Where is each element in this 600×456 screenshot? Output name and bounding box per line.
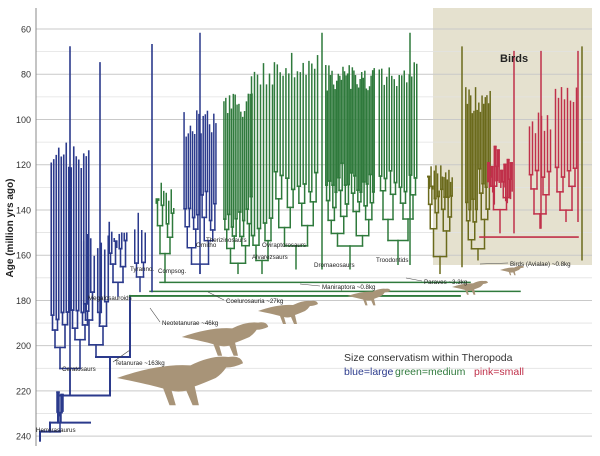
age-tick-label: 140	[16, 205, 31, 215]
coelurosauria-silhouette	[258, 300, 318, 324]
callout-leader	[112, 349, 131, 363]
clade-label: Megalosauroids	[88, 295, 132, 302]
legend-item: green=medium	[395, 366, 466, 378]
clade-label: Ceratosaurs	[62, 366, 96, 373]
neotetanurae-silhouette	[181, 322, 269, 356]
silhouettes	[117, 265, 524, 406]
age-tick-label: 200	[16, 341, 31, 351]
callout-label: Coelurosauria ~27kg	[226, 298, 284, 305]
callout-leader	[479, 262, 509, 265]
callout-label: Birds (Avialae) ~0.8kg	[510, 261, 571, 268]
clade-label: Alvarezsaurs	[252, 254, 288, 261]
clade-label: Compsog.	[158, 268, 186, 275]
age-tick-label: 240	[16, 432, 31, 442]
age-tick-label: 80	[21, 70, 31, 80]
clade-label: Herrerasaurus	[36, 427, 76, 434]
branches	[39, 32, 583, 442]
age-tick-label: 160	[16, 251, 31, 261]
clade-label: Troodontids	[376, 257, 408, 264]
clade-label: Tyranno.	[130, 266, 154, 273]
callouts: Tetanurae ~163kg Neotetanurae ~46kg Coelur…	[112, 261, 571, 367]
age-tick-label: 180	[16, 296, 31, 306]
legend-item: blue=large	[344, 366, 393, 378]
legend-item: pink=small	[474, 366, 524, 378]
legend-title: Size conservatism within Theropoda	[344, 352, 513, 364]
age-tick-label: 100	[16, 115, 31, 125]
clade-label: Oviraptorosaurs	[262, 242, 306, 249]
clade-labels: Herrerasaurus Ceratosaurs Megalosauroids Ty…	[36, 237, 408, 434]
age-tick-label: 60	[21, 25, 31, 35]
maniraptora-silhouette	[347, 288, 391, 306]
paraves-silhouette	[452, 280, 488, 295]
age-tick-label: 120	[16, 160, 31, 170]
age-tick-label: 220	[16, 386, 31, 396]
tetanurae-silhouette	[117, 356, 243, 406]
avialae-silhouette	[500, 265, 524, 276]
clade-label: Ornitho	[196, 242, 217, 249]
legend: Size conservatism within Theropoda blue=l…	[344, 352, 524, 378]
clade-label: Therizinosaurs	[206, 237, 247, 244]
birds-box	[433, 8, 592, 265]
birds-box-title: Birds	[500, 53, 528, 65]
callout-leader	[299, 283, 321, 287]
callout-label: Neotetanurae ~46kg	[162, 320, 219, 327]
age-tick-labels: 60 80 100 120 140 160 180 200 220 240	[16, 25, 31, 442]
callout-leader	[149, 307, 161, 323]
callout-leader	[207, 291, 225, 301]
callout-leader	[405, 277, 423, 282]
callout-label: Tetanurae ~163kg	[115, 360, 165, 367]
clade-label: Dromaeosaurs	[314, 262, 355, 269]
callout-label: Paraves ~3.3kg	[424, 279, 468, 286]
age-axis-label: Age (million yrs ago)	[5, 179, 16, 278]
callout-label: Maniraptora ~0.8kg	[322, 284, 376, 291]
